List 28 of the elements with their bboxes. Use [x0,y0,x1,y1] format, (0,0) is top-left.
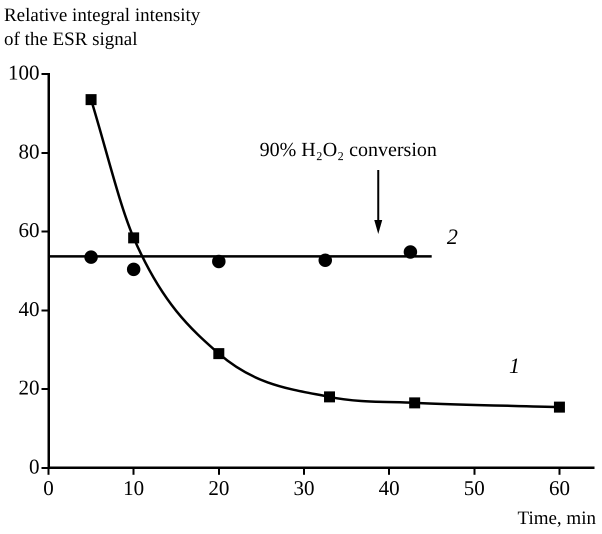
x-axis-title: Time, min [518,508,596,530]
y-tick-label: 100 [8,60,40,85]
point [324,391,336,402]
x-tick-label: 30 [293,476,314,500]
point [213,348,224,360]
point [409,397,420,408]
annotation: 90% H₂O₂ conversion [260,139,437,161]
point [128,232,140,244]
y-tick-label: 80 [18,139,40,164]
x-tick-label: 40 [378,476,400,500]
y-tick-label: 40 [18,296,40,321]
series-label: 1 [508,352,520,378]
y-axis-title: Relative integral intensity of the ESR signal [4,4,202,52]
point [212,254,226,268]
x-tick-label: 20 [208,476,230,500]
y-tick-label: 20 [18,376,40,400]
point [554,402,565,413]
x-tick-label: 60 [548,476,570,500]
series-label: 2 [446,224,458,249]
x-tick-label: 10 [123,476,144,500]
y-tick-label: 60 [18,218,40,242]
y-tick-label: 0 [29,454,40,478]
point [404,245,418,259]
point [318,254,332,268]
point [126,262,140,276]
x-tick-label: 50 [464,476,485,500]
point [86,94,97,106]
point [84,250,98,264]
